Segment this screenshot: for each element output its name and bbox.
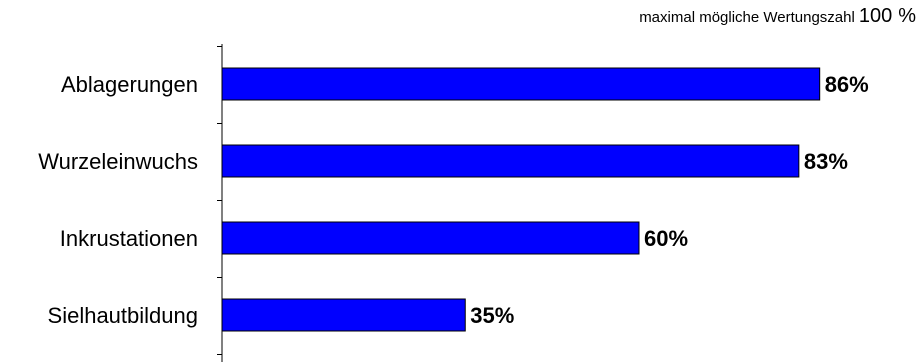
bar-ablagerungen: [221, 67, 821, 101]
max-score-value: 100: [858, 5, 893, 27]
value-label: 86%: [825, 72, 869, 97]
bars-group: [221, 67, 821, 332]
category-label: Wurzeleinwuchs: [38, 149, 198, 174]
category-label: Inkrustationen: [60, 226, 198, 251]
bar-sielhautbildung: [221, 298, 466, 332]
max-score-unit: %: [898, 5, 916, 27]
max-score-annotation: maximal mögliche Wertungszahl 100%: [639, 6, 916, 26]
labels-group: Ablagerungen 86% Wurzeleinwuchs 83% Inkrusta…: [38, 72, 869, 328]
value-label: 83%: [804, 149, 848, 174]
max-score-label: maximal mögliche Wertungszahl: [639, 9, 855, 26]
bar-wurzeleinwuchs: [221, 144, 800, 178]
category-label: Sielhautbildung: [48, 303, 198, 328]
category-label: Ablagerungen: [61, 72, 198, 97]
value-label: 60%: [644, 226, 688, 251]
bar-inkrustationen: [221, 221, 640, 255]
value-label: 35%: [470, 303, 514, 328]
axis-group: [217, 44, 223, 362]
